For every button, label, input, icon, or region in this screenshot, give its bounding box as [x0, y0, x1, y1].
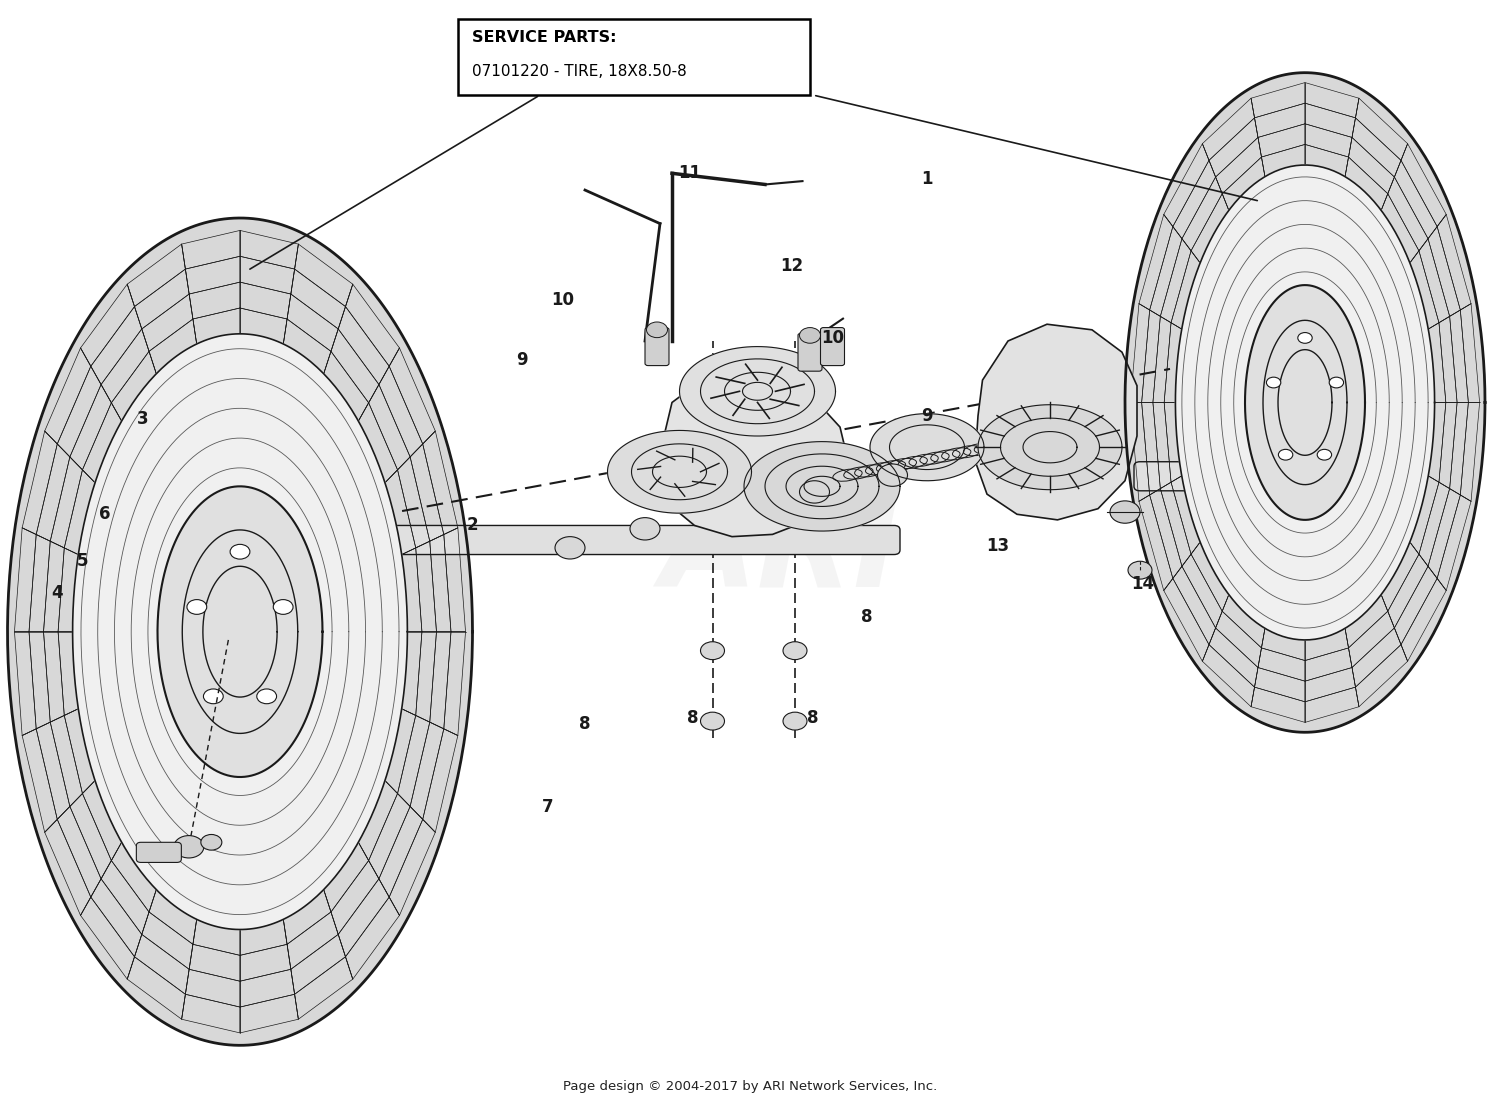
Polygon shape	[8, 218, 472, 1045]
Circle shape	[174, 835, 204, 858]
Text: 9: 9	[921, 407, 933, 425]
FancyBboxPatch shape	[1134, 462, 1274, 491]
Polygon shape	[608, 430, 752, 513]
Text: 8: 8	[861, 608, 873, 626]
Circle shape	[1278, 449, 1293, 461]
Text: 10: 10	[550, 291, 574, 309]
FancyBboxPatch shape	[798, 333, 822, 371]
Polygon shape	[8, 218, 472, 1045]
Text: 13: 13	[986, 537, 1010, 555]
Circle shape	[700, 642, 724, 660]
Text: SERVICE PARTS:: SERVICE PARTS:	[472, 30, 616, 45]
Circle shape	[1329, 377, 1344, 388]
Text: 8: 8	[807, 709, 819, 727]
Circle shape	[230, 544, 251, 559]
FancyBboxPatch shape	[136, 842, 182, 862]
Circle shape	[1266, 377, 1281, 388]
Text: 12: 12	[780, 257, 804, 275]
Text: 7: 7	[542, 798, 554, 816]
Circle shape	[273, 599, 292, 615]
Circle shape	[1298, 332, 1312, 343]
Polygon shape	[657, 375, 847, 537]
Text: 1: 1	[921, 170, 933, 188]
Text: 6: 6	[99, 505, 111, 523]
Polygon shape	[975, 324, 1137, 520]
FancyBboxPatch shape	[645, 328, 669, 366]
Circle shape	[700, 712, 724, 730]
Circle shape	[646, 322, 668, 338]
Circle shape	[555, 537, 585, 559]
Circle shape	[878, 464, 908, 486]
Circle shape	[1317, 449, 1332, 461]
Text: 3: 3	[136, 410, 148, 428]
Text: 07101220 - TIRE, 18X8.50-8: 07101220 - TIRE, 18X8.50-8	[472, 64, 687, 78]
Polygon shape	[978, 405, 1122, 490]
Circle shape	[800, 328, 820, 343]
Polygon shape	[1245, 285, 1365, 520]
Text: 14: 14	[1131, 575, 1155, 593]
FancyBboxPatch shape	[306, 525, 900, 555]
Text: 11: 11	[678, 164, 702, 182]
Circle shape	[783, 642, 807, 660]
Text: 4: 4	[51, 584, 63, 601]
Text: 8: 8	[687, 709, 699, 727]
Text: 10: 10	[821, 329, 844, 347]
Text: 2: 2	[466, 517, 478, 534]
Text: Page design © 2004-2017 by ARI Network Services, Inc.: Page design © 2004-2017 by ARI Network S…	[562, 1080, 938, 1093]
Polygon shape	[744, 442, 900, 531]
Text: 5: 5	[76, 552, 88, 570]
Text: ARI: ARI	[660, 493, 900, 614]
Polygon shape	[72, 334, 408, 929]
Text: 8: 8	[579, 716, 591, 733]
Circle shape	[1110, 501, 1140, 523]
Circle shape	[256, 689, 276, 703]
Circle shape	[783, 712, 807, 730]
Circle shape	[188, 599, 207, 615]
Circle shape	[1128, 561, 1152, 579]
Polygon shape	[870, 414, 984, 481]
Text: 9: 9	[516, 351, 528, 369]
Polygon shape	[158, 486, 322, 777]
Polygon shape	[1176, 165, 1434, 639]
Polygon shape	[1125, 73, 1485, 732]
Polygon shape	[1125, 73, 1485, 732]
FancyBboxPatch shape	[458, 19, 810, 95]
Polygon shape	[680, 347, 836, 436]
FancyBboxPatch shape	[821, 328, 844, 366]
Circle shape	[630, 518, 660, 540]
Circle shape	[800, 481, 830, 503]
Circle shape	[204, 689, 224, 703]
Circle shape	[201, 834, 222, 850]
